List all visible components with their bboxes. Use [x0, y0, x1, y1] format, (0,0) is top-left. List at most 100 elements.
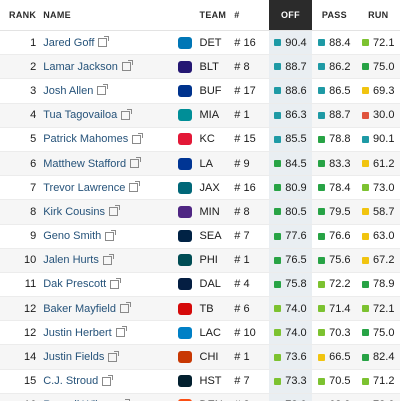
grade-swatch-icon [362, 377, 370, 385]
grade-swatch-icon [362, 232, 370, 240]
table-row[interactable]: 4 Tua Tagovailoa MIA # 1 86.3 88.7 30.0 [0, 103, 400, 128]
player-name-link[interactable]: Justin Fields [43, 351, 105, 364]
rank-cell: 11 [24, 278, 37, 291]
external-link-icon[interactable] [132, 132, 144, 144]
player-name-link[interactable]: Geno Smith [43, 230, 102, 243]
off-grade-cell: 74.0 [268, 297, 313, 321]
grade-swatch-icon [274, 63, 282, 71]
player-name-link[interactable]: Tua Tagovailoa [43, 109, 118, 122]
team-cell: SEA [199, 230, 222, 243]
player-name-link[interactable]: Jared Goff [43, 36, 95, 49]
player-name-link[interactable]: Patrick Mahomes [43, 133, 129, 146]
jersey-number-cell: # 17 [234, 84, 256, 97]
header-team[interactable]: TEAM [199, 10, 227, 20]
run-grade-value: 30.0 [373, 109, 395, 122]
jersey-number-cell: # 4 [234, 278, 250, 291]
table-row[interactable]: 8 Kirk Cousins MIN # 8 80.5 79.5 58.7 [0, 200, 400, 225]
off-grade-value: 74.0 [285, 326, 307, 339]
pass-grade-cell: 78.8 [312, 133, 356, 145]
team-logo-icon [178, 375, 193, 388]
external-link-icon[interactable] [121, 60, 133, 72]
team-cell: LAC [199, 326, 221, 339]
table-row[interactable]: 15 C.J. Stroud HST # 7 73.3 70.5 71.2 [0, 369, 400, 394]
run-grade-cell: 75.0 [357, 327, 400, 339]
off-grade-value: 76.5 [285, 254, 307, 267]
grade-swatch-icon [274, 208, 282, 216]
run-grade-value: 58.7 [373, 205, 395, 218]
external-link-icon[interactable] [102, 374, 114, 386]
player-name-link[interactable]: C.J. Stroud [43, 375, 99, 388]
header-name[interactable]: NAME [43, 10, 71, 20]
external-link-icon[interactable] [119, 302, 131, 314]
external-link-icon[interactable] [98, 36, 110, 48]
external-link-icon[interactable] [121, 108, 133, 120]
pass-grade-value: 70.3 [329, 326, 351, 339]
team-cell: BLT [199, 60, 219, 73]
jersey-number-cell: # 1 [234, 254, 250, 267]
table-row[interactable]: 5 Patrick Mahomes KC # 15 85.5 78.8 90.1 [0, 127, 400, 152]
player-name-link[interactable]: Dak Prescott [43, 278, 107, 291]
team-cell: PHI [199, 254, 218, 267]
player-name-link[interactable]: Josh Allen [43, 84, 94, 97]
pass-grade-value: 78.4 [329, 181, 351, 194]
pass-grade-cell: 76.6 [312, 230, 356, 242]
table-row[interactable]: 1 Jared Goff DET # 16 90.4 88.4 72.1 [0, 31, 400, 56]
grade-swatch-icon [362, 135, 370, 143]
jersey-number-cell: # 1 [234, 109, 250, 122]
grade-swatch-icon [318, 135, 326, 143]
table-row[interactable]: 6 Matthew Stafford LA # 9 84.5 83.3 61.2 [0, 151, 400, 177]
grade-swatch-icon [274, 135, 282, 143]
pass-grade-cell: 71.4 [312, 303, 356, 315]
player-name-link[interactable]: Baker Mayfield [43, 302, 116, 315]
team-cell: BUF [199, 84, 222, 97]
pass-grade-value: 86.5 [329, 84, 351, 97]
player-name-link[interactable]: Lamar Jackson [43, 60, 118, 73]
team-logo-icon [178, 36, 193, 49]
header-number[interactable]: # [234, 10, 240, 20]
external-link-icon[interactable] [105, 229, 117, 241]
rank-cell: 8 [30, 205, 37, 218]
header-pass[interactable]: PASS [321, 10, 347, 20]
external-link-icon[interactable] [130, 157, 142, 169]
off-grade-cell: 85.5 [268, 127, 313, 151]
off-grade-cell: 88.6 [268, 79, 313, 103]
pass-grade-cell: 79.5 [312, 206, 356, 218]
grade-swatch-icon [362, 256, 370, 264]
table-row[interactable]: 2 Lamar Jackson BLT # 8 88.7 86.2 75.0 [0, 55, 400, 80]
team-cell: KC [199, 133, 215, 146]
table-row[interactable]: 10 Jalen Hurts PHI # 1 76.5 75.6 67.2 [0, 248, 400, 273]
team-logo-icon [178, 133, 193, 146]
external-link-icon[interactable] [110, 277, 122, 289]
external-link-icon[interactable] [129, 181, 141, 193]
table-row[interactable]: 14 Justin Fields CHI # 1 73.6 66.5 82.4 [0, 345, 400, 370]
run-grade-cell: 82.4 [357, 351, 400, 363]
team-cell: CHI [199, 351, 219, 364]
header-off[interactable]: OFF [268, 0, 313, 30]
team-logo-icon [178, 205, 193, 218]
external-link-icon[interactable] [102, 253, 114, 265]
grade-swatch-icon [274, 280, 282, 288]
player-name-link[interactable]: Jalen Hurts [43, 254, 99, 267]
pass-grade-value: 71.4 [329, 302, 351, 315]
player-name-link[interactable]: Matthew Stafford [43, 157, 127, 170]
table-row[interactable]: 12 Baker Mayfield TB # 6 74.0 71.4 72.1 [0, 297, 400, 322]
table-row[interactable]: 12 Justin Herbert LAC # 10 74.0 70.3 75.… [0, 321, 400, 346]
player-name-link[interactable]: Kirk Cousins [43, 205, 105, 218]
table-row[interactable]: 11 Dak Prescott DAL # 4 75.8 72.2 78.9 [0, 272, 400, 298]
team-logo-cell [177, 84, 193, 97]
external-link-icon[interactable] [108, 205, 120, 217]
team-logo-icon [178, 60, 193, 73]
grade-swatch-icon [362, 184, 370, 192]
table-row[interactable]: 9 Geno Smith SEA # 7 77.6 76.6 63.0 [0, 224, 400, 249]
table-row[interactable]: 3 Josh Allen BUF # 17 88.6 86.5 69.3 [0, 79, 400, 104]
header-run[interactable]: RUN [368, 10, 389, 20]
pass-grade-cell: 88.4 [312, 37, 356, 49]
external-link-icon[interactable] [97, 84, 109, 96]
table-row[interactable]: 7 Trevor Lawrence JAX # 16 80.9 78.4 73.… [0, 176, 400, 201]
header-rank[interactable]: RANK [9, 10, 37, 20]
external-link-icon[interactable] [108, 350, 120, 362]
player-name-link[interactable]: Justin Herbert [43, 326, 112, 339]
external-link-icon[interactable] [115, 326, 127, 338]
player-name-link[interactable]: Trevor Lawrence [43, 181, 126, 194]
run-grade-cell: 78.9 [357, 278, 400, 290]
